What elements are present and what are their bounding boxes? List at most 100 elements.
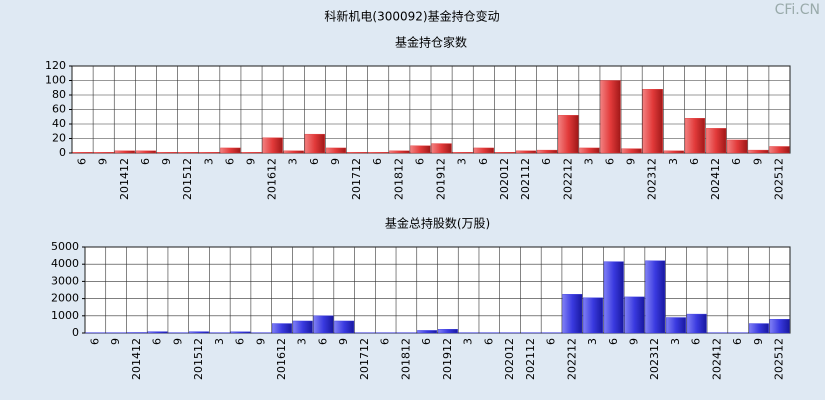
y-tick-label: 20 — [52, 132, 66, 145]
bar — [230, 331, 251, 334]
x-tick-label: 6 — [316, 338, 329, 345]
x-tick-label: 9 — [245, 158, 258, 165]
x-tick-label: 201512 — [181, 158, 194, 200]
bar — [325, 147, 347, 154]
x-tick-label: 202512 — [773, 338, 786, 380]
x-tick-label: 202312 — [646, 158, 659, 200]
x-tick-label: 3 — [586, 338, 599, 345]
x-tick-label: 6 — [688, 158, 701, 165]
x-tick-label: 6 — [540, 158, 553, 165]
y-tick-label: 4000 — [51, 257, 79, 270]
x-tick-label: 201612 — [275, 338, 288, 380]
bar — [292, 320, 313, 334]
bar — [147, 331, 168, 334]
x-tick-label: 202212 — [561, 158, 574, 200]
bar — [663, 150, 684, 154]
bar — [727, 139, 748, 154]
x-tick-label: 9 — [337, 338, 350, 345]
bar — [537, 149, 558, 154]
y-tick-label: 60 — [52, 103, 66, 116]
bar — [272, 323, 292, 334]
x-tick-label: 9 — [97, 158, 110, 165]
bar — [515, 150, 537, 154]
x-tick-label: 9 — [329, 158, 342, 165]
bar — [624, 296, 645, 334]
chart-title: 基金持仓家数 — [395, 35, 467, 50]
x-tick-label: 3 — [213, 338, 226, 345]
x-tick-label: 202312 — [648, 338, 661, 380]
x-tick-label: 202512 — [772, 158, 785, 200]
x-tick-label: 3 — [287, 158, 300, 165]
x-tick-label: 6 — [690, 338, 703, 345]
watermark: CFi.CN — [775, 2, 820, 18]
x-tick-label: 3 — [582, 158, 595, 165]
x-tick-label: 3 — [669, 338, 682, 345]
x-tick-label: 9 — [627, 338, 640, 345]
bar — [334, 320, 355, 334]
bar — [769, 319, 790, 334]
x-tick-label: 201712 — [350, 158, 363, 200]
x-tick-label: 9 — [625, 158, 638, 165]
bar — [220, 147, 241, 154]
x-tick-label: 6 — [371, 158, 384, 165]
x-tick-label: 202112 — [524, 338, 537, 380]
y-tick-label: 2000 — [51, 292, 79, 305]
y-tick-label: 0 — [59, 146, 66, 159]
bar — [621, 148, 642, 154]
bar — [748, 149, 769, 154]
x-tick-label: 6 — [151, 338, 164, 345]
x-tick-label: 202012 — [503, 338, 516, 380]
bar — [72, 152, 93, 154]
bar — [304, 133, 325, 154]
x-tick-label: 9 — [160, 158, 173, 165]
bar — [156, 152, 178, 154]
bar — [283, 150, 304, 154]
x-tick-label: 6 — [88, 338, 101, 345]
y-tick-label: 100 — [45, 74, 66, 87]
bar — [473, 147, 494, 154]
x-tick-label: 6 — [413, 158, 426, 165]
x-tick-label: 202012 — [498, 158, 511, 200]
x-tick-label: 202412 — [709, 158, 722, 200]
bar — [600, 80, 621, 154]
bar — [769, 146, 790, 154]
bar — [666, 317, 686, 334]
bar — [558, 115, 579, 154]
x-tick-label: 201912 — [435, 158, 448, 200]
bar — [189, 331, 209, 334]
x-tick-label: 9 — [751, 158, 764, 165]
bar — [178, 152, 199, 154]
y-tick-label: 3000 — [51, 274, 79, 287]
x-tick-label: 201612 — [266, 158, 279, 200]
bar — [686, 313, 707, 334]
x-tick-label: 6 — [139, 158, 152, 165]
x-tick-label: 9 — [254, 338, 267, 345]
bar — [199, 152, 220, 154]
x-tick-label: 3 — [296, 338, 309, 345]
x-tick-label: 201412 — [130, 338, 143, 380]
bar — [748, 323, 769, 334]
bar — [452, 152, 473, 154]
x-tick-label: 6 — [545, 338, 558, 345]
x-tick-label: 202412 — [710, 338, 723, 380]
x-tick-label: 3 — [456, 158, 469, 165]
bar — [579, 147, 600, 154]
bar — [410, 145, 431, 154]
x-tick-label: 9 — [171, 338, 184, 345]
x-tick-label: 9 — [752, 338, 765, 345]
y-tick-label: 5000 — [51, 240, 79, 253]
x-tick-label: 201412 — [118, 158, 131, 200]
chart-title: 基金总持股数(万股) — [385, 216, 490, 231]
x-tick-label: 201912 — [441, 338, 454, 380]
x-tick-label: 6 — [308, 158, 321, 165]
x-tick-label: 6 — [607, 338, 620, 345]
bar — [262, 137, 283, 154]
x-tick-label: 6 — [731, 338, 744, 345]
bar — [431, 143, 452, 154]
bar — [135, 150, 157, 154]
y-tick-label: 40 — [52, 117, 66, 130]
x-tick-label: 201812 — [392, 158, 405, 200]
x-tick-label: 201712 — [358, 338, 371, 380]
x-tick-label: 6 — [477, 158, 490, 165]
